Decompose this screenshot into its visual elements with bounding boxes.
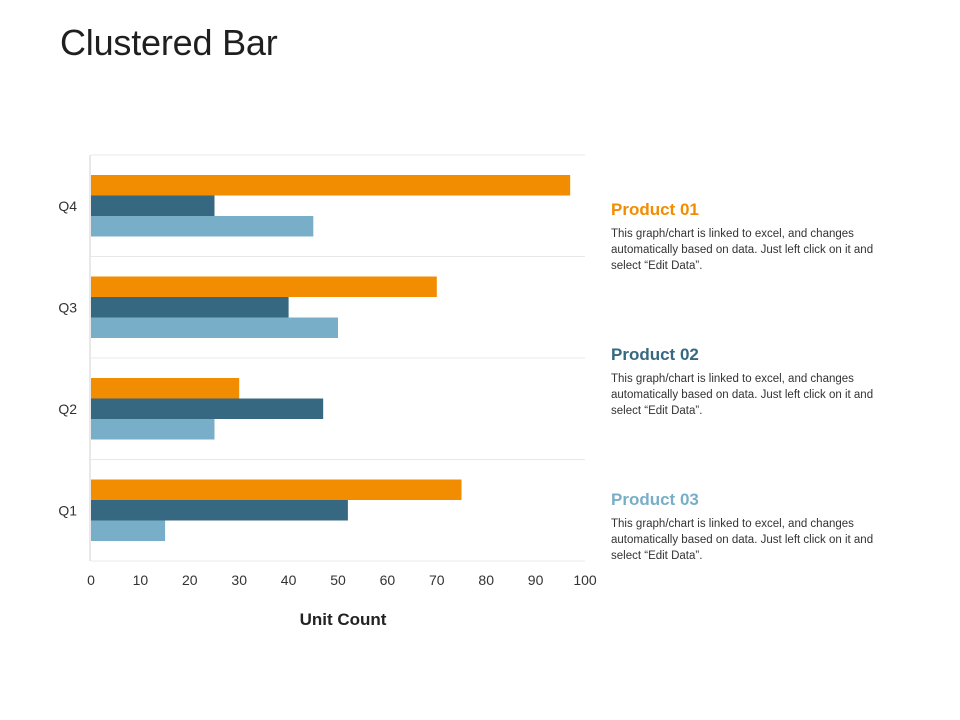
x-axis-title: Unit Count	[300, 610, 387, 629]
x-tick-label: 90	[528, 572, 544, 588]
x-tick-label: 70	[429, 572, 445, 588]
legend-text-product-03: This graph/chart is linked to excel, and…	[611, 518, 874, 562]
bar-product-03-q2	[91, 419, 215, 440]
bar-product-03-q3	[91, 317, 338, 338]
y-tick-label: Q1	[58, 502, 77, 518]
bar-product-01-q3	[91, 276, 437, 297]
x-tick-label: 0	[87, 572, 95, 588]
bar-product-02-q3	[91, 297, 289, 318]
y-tick-label: Q3	[58, 299, 77, 315]
page-title: Clustered Bar	[60, 22, 278, 63]
bar-product-02-q1	[91, 500, 348, 521]
legend-product-01: Product 01 This graph/chart is linked to…	[611, 200, 901, 274]
legend-text-product-02: This graph/chart is linked to excel, and…	[611, 373, 874, 417]
legend-text-product-01: This graph/chart is linked to excel, and…	[611, 228, 874, 272]
y-tick-label: Q4	[58, 198, 77, 214]
x-tick-label: 10	[133, 572, 149, 588]
bar-product-02-q2	[91, 398, 324, 419]
x-tick-label: 40	[281, 572, 297, 588]
legend-product-02: Product 02 This graph/chart is linked to…	[611, 345, 901, 419]
bar-product-02-q4	[91, 195, 215, 216]
bar-product-03-q1	[91, 520, 166, 541]
bar-product-03-q4	[91, 216, 314, 237]
x-tick-label: 20	[182, 572, 198, 588]
legend-product-03: Product 03 This graph/chart is linked to…	[611, 490, 901, 564]
x-tick-label: 50	[330, 572, 346, 588]
x-tick-label: 30	[231, 572, 247, 588]
bar-product-01-q1	[91, 479, 462, 500]
y-tick-label: Q2	[58, 401, 77, 417]
legend-title-product-02: Product 02	[611, 345, 699, 364]
x-tick-label: 80	[478, 572, 494, 588]
legend-title-product-01: Product 01	[611, 200, 699, 219]
bar-product-01-q4	[91, 175, 571, 196]
bar-product-01-q2	[91, 378, 240, 399]
x-tick-label: 100	[573, 572, 597, 588]
x-tick-label: 60	[380, 572, 396, 588]
legend-title-product-03: Product 03	[611, 490, 699, 509]
